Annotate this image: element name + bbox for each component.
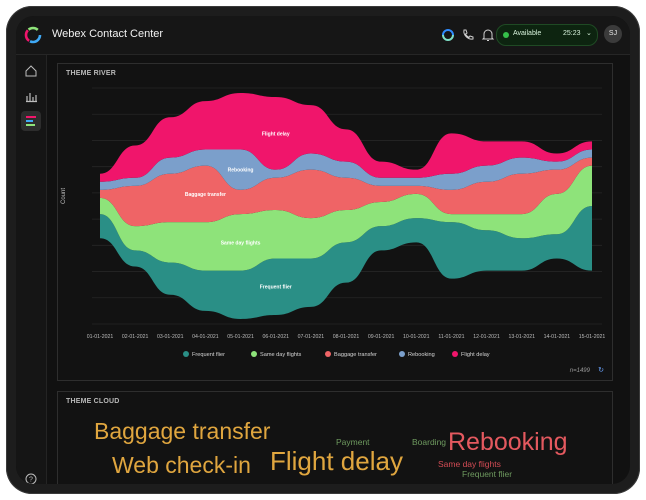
stream-frequent-flier[interactable]: [100, 206, 592, 319]
stream-flight-delay[interactable]: [100, 93, 592, 182]
sample-size: n=1499: [569, 368, 590, 374]
x-tick-label: 13-01-2021: [508, 334, 535, 340]
status-timer: 25:23: [563, 30, 581, 37]
x-tick-label: 14-01-2021: [544, 334, 571, 340]
app-title: Webex Contact Center: [52, 28, 164, 40]
legend-swatch[interactable]: [251, 351, 257, 357]
theme-river-chart: Frequent flier Same day flights Baggage tr…: [87, 87, 606, 358]
help-icon: ?: [25, 473, 37, 484]
legend-label[interactable]: Flight delay: [461, 352, 490, 358]
cloud-word[interactable]: Flight delay: [270, 446, 403, 476]
legend-swatch[interactable]: [452, 351, 458, 357]
top-bar: Webex Contact Center Available 25:23 ⌄ S…: [16, 16, 630, 55]
tablet-frame: Webex Contact Center Available 25:23 ⌄ S…: [6, 6, 640, 494]
cloud-word[interactable]: Boarding: [412, 437, 447, 447]
stream-rebooking[interactable]: [100, 149, 592, 190]
availability-status-button[interactable]: Available 25:23 ⌄: [496, 24, 598, 46]
cloud-word[interactable]: Rebooking: [448, 428, 568, 456]
legend-swatch[interactable]: [399, 351, 405, 357]
status-dot: [503, 32, 509, 38]
theme-river-title: THEME RIVER: [66, 70, 117, 77]
x-tick-label: 09-01-2021: [368, 334, 395, 340]
x-tick-label: 05-01-2021: [227, 334, 254, 340]
stream-baggage-transfer[interactable]: [100, 157, 592, 227]
stream-same-day-flights[interactable]: [100, 165, 592, 271]
stream-label: Flight delay: [262, 131, 290, 137]
x-tick-label: 01-01-2021: [87, 334, 114, 340]
sidebar-item-reports[interactable]: [21, 87, 41, 107]
x-tick-label: 11-01-2021: [438, 334, 464, 340]
webex-logo-icon: [24, 26, 42, 44]
bell-icon[interactable]: [480, 27, 496, 43]
theme-cloud-title: THEME CLOUD: [66, 398, 120, 405]
cloud-word[interactable]: Payment: [336, 437, 370, 447]
home-icon: [25, 65, 37, 77]
cloud-word[interactable]: Frequent flier: [462, 469, 513, 479]
x-tick-label: 04-01-2021: [192, 334, 219, 340]
x-tick-label: 03-01-2021: [157, 334, 184, 340]
legend-label[interactable]: Baggage transfer: [334, 352, 377, 358]
stream-label: Same day flights: [221, 240, 261, 246]
stream-label: Baggage transfer: [185, 192, 226, 198]
app-screen: Webex Contact Center Available 25:23 ⌄ S…: [16, 16, 630, 484]
x-tick-label: 15-01-2021: [579, 334, 606, 340]
cloud-word[interactable]: Baggage transfer: [94, 418, 271, 444]
x-tick-label: 12-01-2021: [473, 334, 500, 340]
phone-icon[interactable]: [460, 27, 476, 43]
svg-text:?: ?: [29, 477, 33, 484]
status-label: Available: [513, 30, 542, 37]
cloud-word[interactable]: Web check-in: [112, 452, 251, 478]
legend-label[interactable]: Rebooking: [408, 352, 435, 358]
sidebar-item-analyzer[interactable]: [21, 111, 41, 131]
webex-connect-icon[interactable]: [440, 27, 456, 43]
chevron-down-icon: ⌄: [586, 30, 592, 37]
theme-river-panel: THEME RIVER Count Frequent flier Same day…: [57, 63, 613, 381]
theme-cloud-panel: THEME CLOUD Baggage transfer Web check-in…: [57, 391, 613, 484]
sidebar-item-home[interactable]: [21, 61, 41, 81]
x-tick-label: 07-01-2021: [298, 334, 325, 340]
legend-label[interactable]: Same day flights: [260, 352, 302, 358]
legend-label[interactable]: Frequent flier: [192, 352, 225, 358]
x-tick-label: 06-01-2021: [262, 334, 289, 340]
analyzer-icon: [26, 116, 36, 126]
x-tick-label: 08-01-2021: [333, 334, 360, 340]
refresh-icon[interactable]: ↻: [598, 367, 604, 374]
main-content: THEME RIVER Count Frequent flier Same day…: [47, 55, 630, 484]
avatar[interactable]: SJ: [604, 25, 622, 43]
bar-chart-icon: [26, 93, 37, 103]
stream-label: Rebooking: [228, 168, 254, 174]
sidebar: ?: [16, 55, 47, 484]
x-tick-label: 02-01-2021: [122, 334, 149, 340]
stream-label: Frequent flier: [260, 285, 292, 291]
legend-swatch[interactable]: [325, 351, 331, 357]
sidebar-item-help[interactable]: ?: [21, 469, 41, 484]
legend-swatch[interactable]: [183, 351, 189, 357]
cloud-word[interactable]: Same day flights: [438, 459, 501, 469]
x-tick-label: 10-01-2021: [403, 334, 430, 340]
